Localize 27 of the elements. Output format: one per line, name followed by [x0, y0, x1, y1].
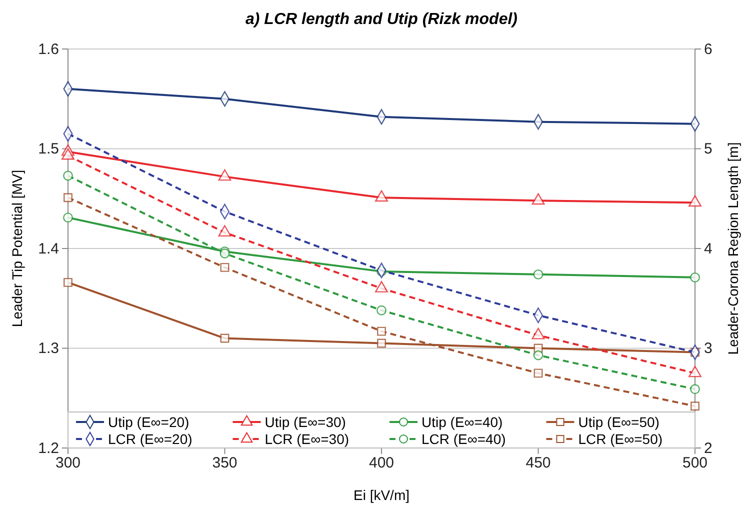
y2-tick-label: 5 [704, 140, 712, 158]
y-tick-label: 1.3 [38, 340, 59, 358]
x-axis-title: Ei [kV/m] [353, 487, 410, 503]
x-tick-label: 400 [368, 454, 394, 472]
y2-tick-label: 4 [704, 240, 712, 258]
y2-axis-title: Leader-Corona Region Length [m] [725, 142, 741, 355]
y2-tick-label: 6 [704, 40, 712, 58]
legend-label: Utip (E∞=30) [264, 414, 346, 430]
x-tick-label: 450 [526, 454, 551, 472]
y-tick-label: 1.6 [38, 40, 59, 58]
x-tick-label: 500 [682, 454, 708, 472]
y2-tick-label: 2 [704, 440, 712, 457]
legend-label: Utip (E∞=40) [422, 414, 503, 430]
legend-label: LCR (E∞=30) [264, 431, 350, 447]
x-tick-label: 300 [55, 454, 81, 472]
y-tick-label: 1.2 [38, 440, 59, 457]
y-tick-label: 1.4 [38, 240, 59, 258]
legend-label: Utip (E∞=50) [578, 414, 660, 430]
x-tick-label: 350 [212, 454, 238, 472]
y2-tick-label: 3 [704, 340, 712, 358]
legend-label: LCR (E∞=20) [108, 431, 192, 447]
legend-label: LCR (E∞=40) [422, 431, 506, 447]
chart-title: a) LCR length and Utip (Rizk model) [246, 11, 518, 28]
y-axis-title: Leader Tip Potential [MV] [9, 170, 25, 328]
legend-label: LCR (E∞=50) [578, 431, 663, 447]
y-tick-label: 1.5 [38, 140, 59, 158]
legend-label: Utip (E∞=20) [108, 414, 190, 430]
